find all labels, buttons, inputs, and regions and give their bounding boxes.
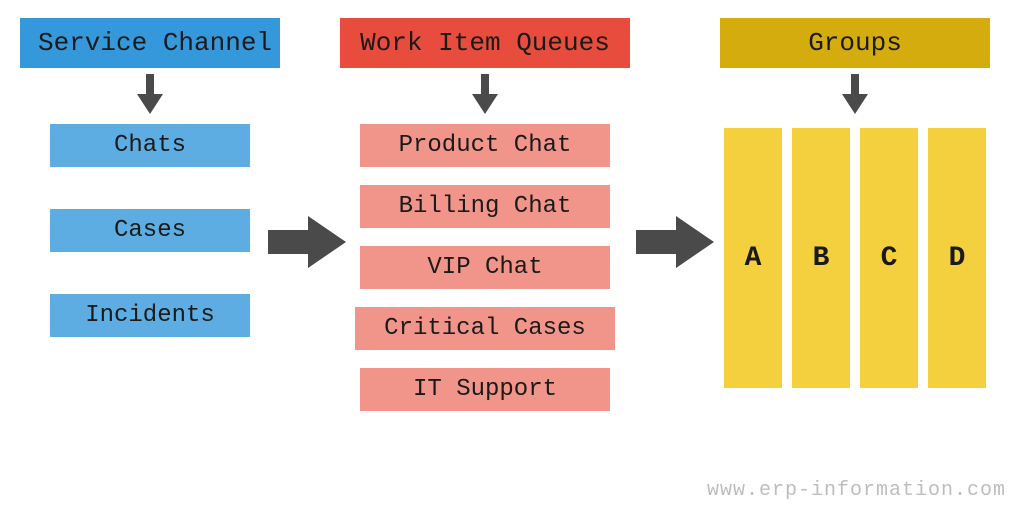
- work-item-queue-item: VIP Chat: [360, 246, 610, 289]
- group-bar: C: [860, 128, 918, 388]
- arrow-down-icon: [470, 74, 500, 114]
- work-item-queues-column: Work Item Queues Product Chat Billing Ch…: [340, 18, 630, 429]
- work-item-queue-item: Product Chat: [360, 124, 610, 167]
- work-item-queue-item: Billing Chat: [360, 185, 610, 228]
- groups-column: Groups A B C D: [720, 18, 990, 388]
- group-bar: A: [724, 128, 782, 388]
- service-channel-column: Service Channel Chats Cases Incidents: [20, 18, 280, 355]
- watermark-text: www.erp-information.com: [707, 479, 1006, 502]
- service-channel-item: Chats: [50, 124, 250, 167]
- groups-bars: A B C D: [724, 128, 986, 388]
- service-channel-header: Service Channel: [20, 18, 280, 68]
- group-bar: D: [928, 128, 986, 388]
- arrow-down-icon: [840, 74, 870, 114]
- work-item-queue-item: IT Support: [360, 368, 610, 411]
- service-channel-item: Cases: [50, 209, 250, 252]
- group-bar: B: [792, 128, 850, 388]
- arrow-down-icon: [135, 74, 165, 114]
- work-item-queue-item: Critical Cases: [355, 307, 615, 350]
- arrow-right-icon: [636, 214, 714, 270]
- service-channel-item: Incidents: [50, 294, 250, 337]
- arrow-right-icon: [268, 214, 346, 270]
- work-item-queues-header: Work Item Queues: [340, 18, 630, 68]
- groups-header: Groups: [720, 18, 990, 68]
